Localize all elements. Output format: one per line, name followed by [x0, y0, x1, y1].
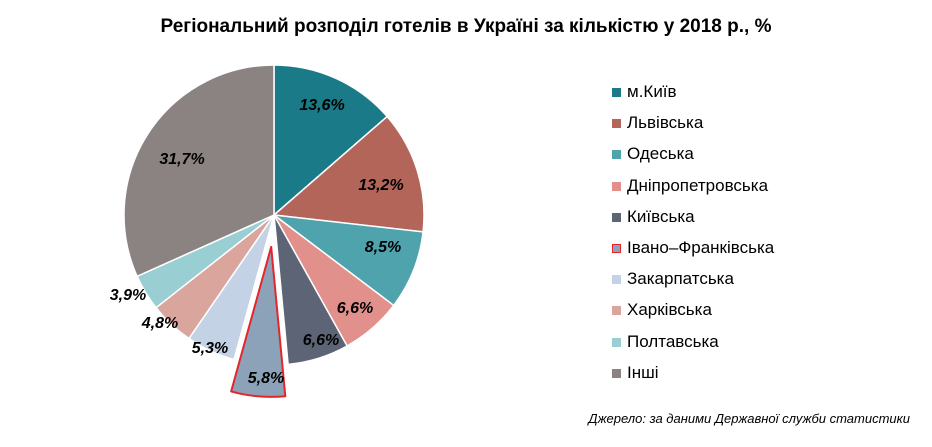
data-label: 4,8%: [141, 315, 178, 332]
legend-label: Одеська: [627, 144, 694, 164]
legend-item: Закарпатська: [612, 266, 774, 297]
legend-item: Київська: [612, 204, 774, 235]
legend-swatch: [612, 119, 621, 129]
legend-item: м.Київ: [612, 79, 774, 110]
legend-item: Івано–Франківська: [612, 235, 774, 266]
legend-label: Полтавська: [627, 331, 719, 351]
source-note: Джерело: за даними Державної служби стат…: [588, 411, 910, 426]
legend-item: Дніпропетровська: [612, 173, 774, 204]
legend-item: Львівська: [612, 110, 774, 141]
legend-swatch: [612, 337, 621, 347]
data-label: 31,7%: [159, 151, 204, 168]
legend-swatch: [612, 150, 621, 160]
pie-slice: [230, 245, 287, 398]
legend-swatch: [612, 212, 621, 222]
legend-swatch: [612, 88, 621, 97]
legend-label: Інші: [627, 362, 659, 382]
data-label: 6,6%: [303, 332, 339, 349]
data-label: 6,6%: [337, 300, 373, 317]
legend-item: Інші: [612, 360, 774, 391]
legend-swatch: [612, 275, 621, 285]
legend-item: Харківська: [612, 297, 774, 328]
legend-label: Київська: [627, 206, 695, 226]
legend-swatch: [612, 243, 621, 253]
data-label: 13,2%: [358, 177, 403, 194]
legend-item: Одеська: [612, 141, 774, 172]
pie-slice: [273, 64, 388, 216]
pie-slice: [123, 64, 275, 278]
data-label: 13,6%: [299, 97, 344, 114]
pie-slice: [273, 214, 348, 366]
legend-swatch: [612, 181, 621, 191]
data-label: 5,8%: [248, 370, 284, 387]
legend-item: Полтавська: [612, 329, 774, 360]
data-label: 5,3%: [192, 340, 228, 357]
legend-label: м.Київ: [627, 82, 677, 101]
legend-label: Харківська: [627, 300, 712, 320]
legend-label: Львівська: [627, 113, 704, 133]
legend-label: Дніпропетровська: [627, 175, 769, 195]
legend-swatch: [612, 306, 621, 316]
legend-label: Закарпатська: [627, 269, 734, 289]
legend: м.Київ Львівська Одеська Дніпропетровська Ки…: [612, 79, 774, 391]
chart-title: Регіональний розподіл готелів в Україні …: [160, 16, 772, 37]
data-label: 3,9%: [110, 287, 146, 304]
legend-swatch: [612, 368, 621, 378]
pie-slice: [273, 115, 425, 233]
legend-label: Івано–Франківська: [627, 237, 775, 257]
data-label: 8,5%: [365, 239, 401, 256]
